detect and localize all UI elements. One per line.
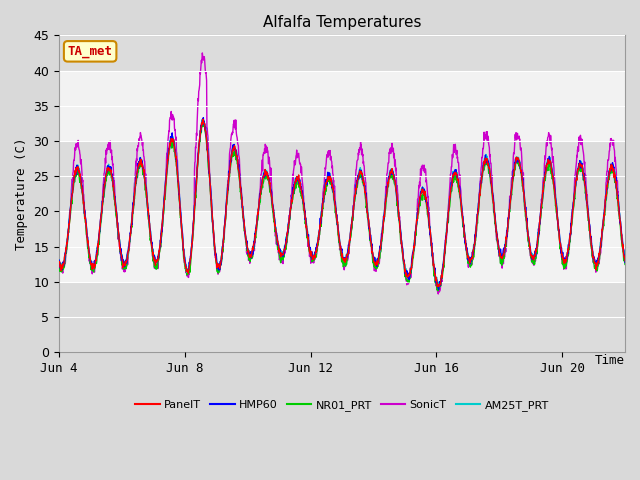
Bar <box>59 36 625 71</box>
Bar <box>59 71 625 141</box>
Text: TA_met: TA_met <box>68 45 113 58</box>
Bar <box>59 282 625 352</box>
Title: Alfalfa Temperatures: Alfalfa Temperatures <box>263 15 421 30</box>
Legend: PanelT, HMP60, NR01_PRT, SonicT, AM25T_PRT: PanelT, HMP60, NR01_PRT, SonicT, AM25T_P… <box>131 396 553 416</box>
Bar <box>59 141 625 211</box>
Y-axis label: Temperature (C): Temperature (C) <box>15 137 28 250</box>
Bar <box>59 211 625 282</box>
Text: Time: Time <box>595 354 625 367</box>
